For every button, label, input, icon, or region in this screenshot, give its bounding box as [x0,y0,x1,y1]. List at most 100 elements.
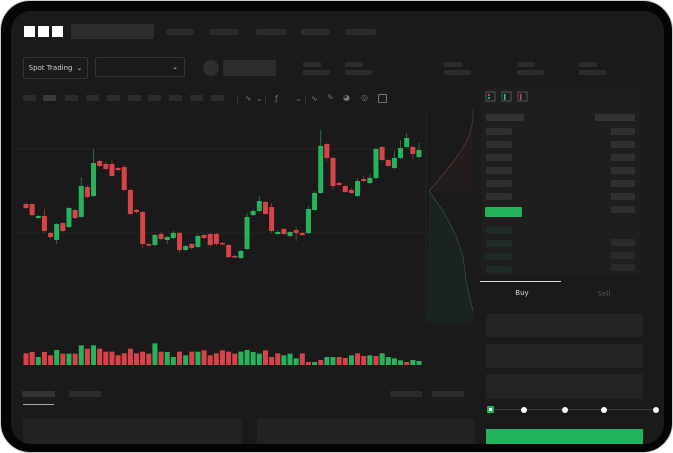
timeframe-button[interactable] [128,95,141,101]
slider-track[interactable] [491,409,659,410]
candle-body [244,217,250,249]
candle-body [213,234,219,244]
view-asks-icon[interactable] [517,91,528,102]
settings-circle-icon[interactable]: ◎ [361,93,368,102]
slider-step-100[interactable] [653,407,659,413]
assets-panel [257,419,475,444]
timeframe-button[interactable] [211,95,224,101]
candle-body [109,164,115,176]
amount-input[interactable] [486,344,643,368]
candle [336,182,342,186]
candle [219,242,225,245]
volume-bar [367,355,373,365]
volume-bar [121,353,127,365]
nav-item[interactable] [346,29,376,35]
price-input[interactable] [486,314,643,337]
volume-bar [72,353,78,365]
candle [287,231,293,237]
volume-bar [183,355,189,365]
candle [250,209,256,216]
volume-bar [361,356,367,365]
candle [410,146,416,159]
candle [29,203,35,216]
timeframe-button[interactable] [86,95,99,101]
candle-body [140,212,146,244]
nav-item[interactable] [256,29,286,35]
candle-body [250,211,256,215]
indicator-icon[interactable]: ƒ [275,94,278,103]
slider-step-25[interactable] [521,407,527,413]
candle [348,188,354,194]
tab-sell[interactable]: Sell [597,290,611,298]
candle [177,232,182,253]
candle-body [281,229,287,234]
pair-dropdown[interactable]: ⌄ [95,57,185,77]
candle [35,215,41,219]
search-bar[interactable] [71,24,154,39]
spot-trading-button[interactable]: Spot Trading ⌄ [23,57,88,79]
ask-price [486,167,512,174]
candle [66,207,72,228]
slider-step-75[interactable] [601,407,607,413]
volume-bar [281,355,287,365]
nav-item[interactable] [210,29,238,35]
timeframe-button[interactable] [43,95,56,101]
timeframe-button[interactable] [107,95,120,101]
timeframe-button[interactable] [169,95,182,101]
view-both-icon[interactable] [485,91,496,102]
total-input[interactable] [486,374,643,399]
volume-bar [348,355,354,365]
timeframe-button[interactable] [23,95,36,101]
candle-body [256,201,262,211]
candle [404,133,410,148]
candle [189,243,195,250]
candle-body [287,232,293,236]
gauge-icon[interactable]: ◕ [343,93,350,102]
nav-item[interactable] [301,29,330,35]
candle-body [177,233,182,250]
chevron-down-icon[interactable]: ⌄ [256,94,263,103]
volume-bar [238,351,244,365]
slider-handle[interactable] [487,406,494,413]
wave-icon[interactable]: ∿ [311,94,318,103]
candle [355,178,361,197]
candle [23,203,29,209]
fullscreen-icon[interactable] [378,94,387,103]
volume-bar [336,357,342,365]
buy-button[interactable] [486,429,643,444]
candle-body [60,223,66,231]
volume-bar [103,351,109,365]
tab-buy[interactable]: Buy [515,289,529,297]
candle [127,189,133,215]
candle-body [164,237,170,240]
candlestick-chart[interactable] [11,11,664,444]
candle-body [238,251,244,258]
ask-amount [611,167,635,174]
view-bids-icon[interactable] [501,91,512,102]
candle [207,233,213,247]
volume-bar [398,360,404,365]
candle [213,233,219,246]
pencil-icon[interactable]: ✎ [327,93,334,102]
slider-step-50[interactable] [562,407,568,413]
stat-label [517,62,535,67]
ask-price [486,193,512,200]
filter-button[interactable] [390,391,422,397]
stat-value [579,70,606,75]
tab-order-history[interactable] [69,391,101,397]
chart-type-icon[interactable]: ∿ [245,94,252,103]
tab-open-orders[interactable] [22,391,55,397]
timeframe-button[interactable] [65,95,78,101]
timeframe-button[interactable] [190,95,203,101]
chevron-down-icon[interactable]: ⌄ [295,94,302,103]
chevron-down-icon: ⌄ [76,64,83,72]
candle [373,148,379,179]
candle [103,162,109,170]
okx-logo[interactable] [24,26,64,39]
stat-label [579,62,597,67]
filter-button[interactable] [432,391,464,397]
stat-label [345,62,363,67]
timeframe-button[interactable] [148,95,161,101]
nav-item[interactable] [166,29,194,35]
volume-bar [164,352,170,365]
